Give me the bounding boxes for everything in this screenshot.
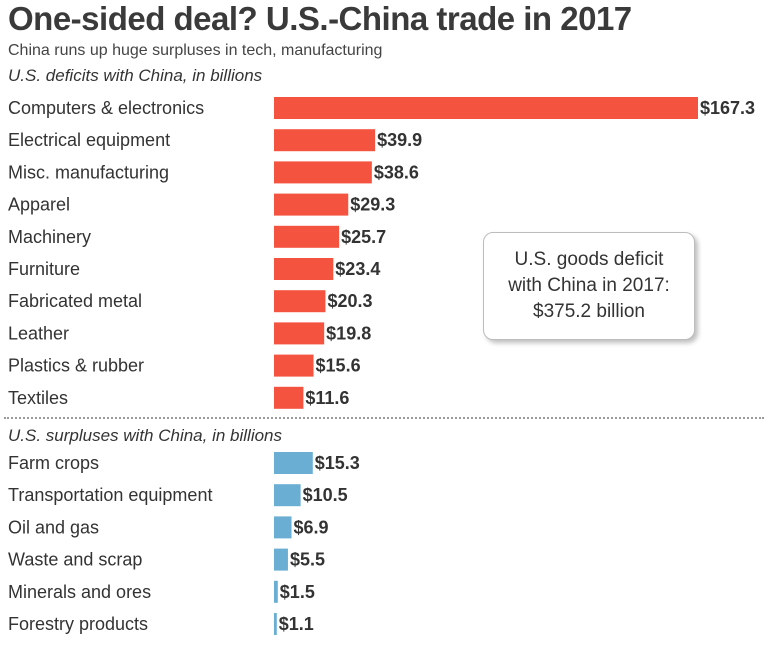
chart-subtitle: China runs up huge surpluses in tech, ma… <box>8 42 383 59</box>
bar-leather <box>274 322 325 345</box>
bar-electrical-equipment <box>274 129 376 152</box>
value-label-textiles: $11.6 <box>305 388 349 408</box>
bar-textiles <box>274 386 304 409</box>
value-label-misc-manufacturing: $38.6 <box>374 162 419 182</box>
category-label-machinery: Machinery <box>8 227 91 247</box>
category-label-misc-manufacturing: Misc. manufacturing <box>8 162 169 182</box>
category-label-electrical-equipment: Electrical equipment <box>8 130 170 150</box>
section-divider <box>4 417 764 419</box>
chart-title: One-sided deal? U.S.-China trade in 2017 <box>8 0 632 37</box>
value-label-oil-and-gas: $6.9 <box>293 517 328 537</box>
bar-farm-crops <box>274 452 313 474</box>
value-label-farm-crops: $15.3 <box>315 453 360 473</box>
value-label-apparel: $29.3 <box>350 195 395 215</box>
bar-computers-and-electronics <box>274 97 698 119</box>
bar-furniture <box>274 258 334 280</box>
category-label-fabricated-metal: Fabricated metal <box>8 291 142 311</box>
category-label-transportation-equipment: Transportation equipment <box>8 485 212 505</box>
bar-machinery <box>274 225 340 248</box>
bar-misc-manufacturing <box>274 161 372 184</box>
value-label-computers-and-electronics: $167.3 <box>700 98 755 118</box>
callout-line-2: with China in 2017: <box>508 275 670 296</box>
value-label-machinery: $25.7 <box>341 227 386 247</box>
value-label-forestry-products: $1.1 <box>279 614 314 634</box>
value-label-leather: $19.8 <box>326 323 371 343</box>
category-label-waste-and-scrap: Waste and scrap <box>8 550 142 570</box>
category-label-farm-crops: Farm crops <box>8 453 99 473</box>
category-label-furniture: Furniture <box>8 259 80 279</box>
bar-fabricated-metal <box>274 290 326 313</box>
category-label-oil-and-gas: Oil and gas <box>8 517 99 537</box>
value-label-waste-and-scrap: $5.5 <box>290 550 325 570</box>
total-deficit-callout: U.S. goods deficit with China in 2017: $… <box>483 232 695 340</box>
value-label-plastics-and-rubber: $15.6 <box>316 356 361 376</box>
category-label-minerals-and-ores: Minerals and ores <box>8 582 151 602</box>
deficit-section-label: U.S. deficits with China, in billions <box>8 66 263 85</box>
callout-line-3: $375.2 billion <box>533 301 645 322</box>
category-label-forestry-products: Forestry products <box>8 614 148 634</box>
callout-line-1: U.S. goods deficit <box>514 249 664 270</box>
category-label-computers-and-electronics: Computers & electronics <box>8 98 204 118</box>
value-label-furniture: $23.4 <box>335 259 380 279</box>
bar-oil-and-gas <box>274 516 292 539</box>
bar-plastics-and-rubber <box>274 354 314 377</box>
category-label-leather: Leather <box>8 323 69 343</box>
category-label-textiles: Textiles <box>8 388 68 408</box>
value-label-minerals-and-ores: $1.5 <box>280 582 315 602</box>
surplus-section-label: U.S. surpluses with China, in billions <box>8 426 283 445</box>
value-label-fabricated-metal: $20.3 <box>327 291 372 311</box>
category-label-apparel: Apparel <box>8 195 70 215</box>
bar-apparel <box>274 193 349 216</box>
bar-waste-and-scrap <box>274 548 288 571</box>
category-label-plastics-and-rubber: Plastics & rubber <box>8 356 144 376</box>
bar-forestry-products <box>274 613 277 635</box>
bar-minerals-and-ores <box>274 580 278 603</box>
bar-transportation-equipment <box>274 484 301 507</box>
value-label-transportation-equipment: $10.5 <box>303 485 348 505</box>
value-label-electrical-equipment: $39.9 <box>377 130 422 150</box>
